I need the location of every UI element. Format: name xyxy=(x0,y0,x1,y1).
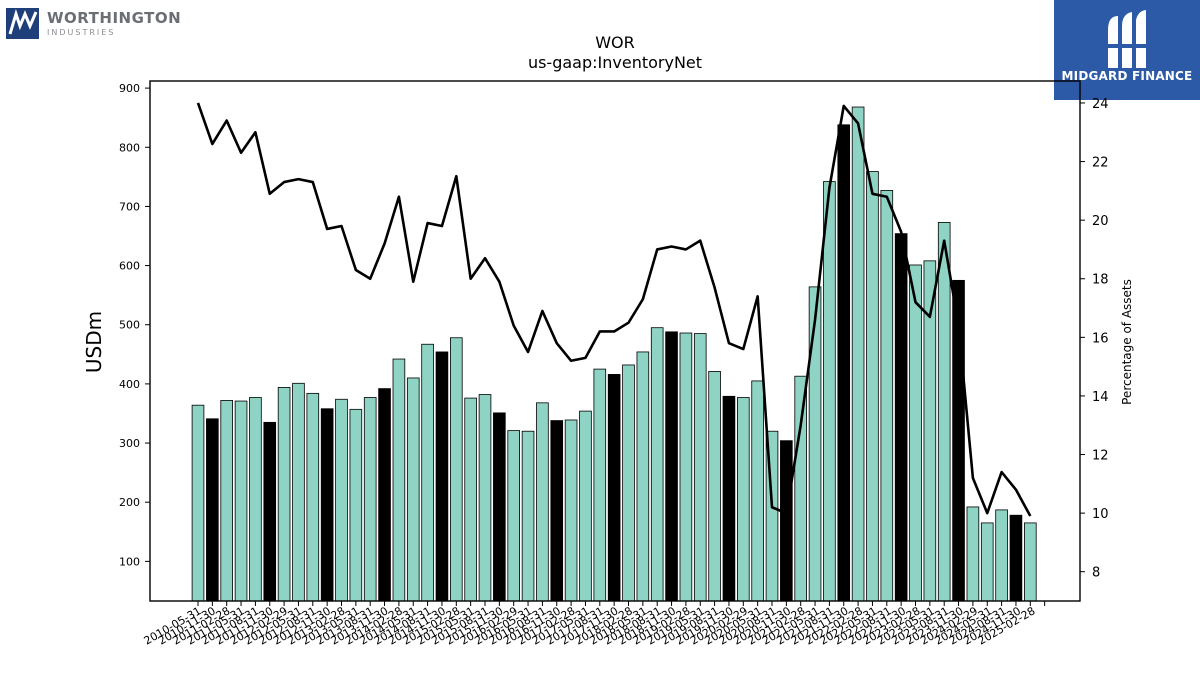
bar xyxy=(277,387,291,602)
bar xyxy=(392,358,406,602)
plot-frame xyxy=(149,80,1081,602)
bar xyxy=(335,398,348,602)
bar xyxy=(550,420,564,602)
bar xyxy=(536,402,549,602)
bar xyxy=(564,419,578,602)
bar xyxy=(191,404,205,602)
y-tick-label: 700 xyxy=(119,200,140,213)
bar xyxy=(593,368,607,602)
bar xyxy=(306,392,320,602)
bar xyxy=(349,408,363,602)
bar xyxy=(894,233,908,602)
y-right-tick-label: 12 xyxy=(1092,449,1109,464)
y-right-tick-label: 8 xyxy=(1092,566,1100,581)
line-series xyxy=(196,102,1032,517)
bar xyxy=(823,181,836,602)
y-right-tick-label: 10 xyxy=(1092,507,1109,522)
bar xyxy=(607,374,621,602)
chart-subtitle: us-gaap:InventoryNet xyxy=(528,53,702,72)
bar xyxy=(708,371,721,602)
midgard-name: MIDGARD FINANCE xyxy=(1061,69,1193,83)
bar xyxy=(234,400,248,602)
y-right-tick-label: 16 xyxy=(1092,331,1109,346)
y-axis-label: USDm xyxy=(82,311,106,373)
y-right-tick-label: 24 xyxy=(1092,97,1109,112)
percentage-line xyxy=(196,102,1032,517)
bar xyxy=(507,430,520,602)
bar xyxy=(737,397,750,602)
y-tick-label: 500 xyxy=(119,319,140,332)
midgard-finance-logo: MIDGARD FINANCE xyxy=(1054,0,1200,100)
bar xyxy=(780,440,793,602)
y-tick-label: 400 xyxy=(119,378,140,391)
bar xyxy=(363,397,377,602)
bar xyxy=(851,106,865,602)
bar xyxy=(722,395,736,602)
bar xyxy=(478,394,492,602)
midgard-m-icon xyxy=(1104,10,1150,68)
y-tick-label: 100 xyxy=(119,555,140,568)
bar xyxy=(206,418,219,602)
bar xyxy=(263,421,277,602)
y-right-tick-label: 20 xyxy=(1092,214,1109,229)
bar xyxy=(650,327,664,602)
bar-series xyxy=(191,106,1037,602)
bar xyxy=(622,364,635,602)
chart-title: WOR xyxy=(595,33,635,52)
bar xyxy=(378,388,391,602)
bar xyxy=(320,408,334,602)
bar xyxy=(679,332,693,602)
y-tick-label: 600 xyxy=(119,260,140,273)
bar xyxy=(406,377,420,602)
bar xyxy=(1024,522,1037,602)
axes: 100 200 300 400 500 600 700 800 900 8 10 12 14 16 18 20… xyxy=(119,80,1109,648)
y-tick-label: 300 xyxy=(119,437,140,450)
bar xyxy=(995,509,1008,602)
bar xyxy=(464,397,477,602)
worthington-logo: WORTHINGTON INDUSTRIES xyxy=(6,8,181,39)
bar xyxy=(292,382,305,602)
bar xyxy=(449,337,463,602)
logo-subname: INDUSTRIES xyxy=(47,27,116,37)
y-right-tick-label: 22 xyxy=(1092,156,1109,171)
bar xyxy=(980,522,994,602)
y-axis-label-right: Percentage of Assets xyxy=(1120,279,1134,405)
bar xyxy=(435,351,449,602)
bar xyxy=(693,333,707,602)
bar xyxy=(421,343,434,602)
bar xyxy=(220,400,234,602)
y-right-tick-label: 14 xyxy=(1092,390,1109,405)
bar xyxy=(665,331,678,602)
bar xyxy=(880,190,894,602)
y-tick-label: 900 xyxy=(119,82,140,95)
bar xyxy=(493,412,506,602)
bar xyxy=(937,221,951,602)
bar xyxy=(249,397,262,602)
bar xyxy=(909,264,922,602)
bar xyxy=(521,430,535,602)
worthington-w-icon xyxy=(6,8,39,39)
bar xyxy=(579,410,592,602)
y-tick-label: 800 xyxy=(119,141,140,154)
y-tick-label: 200 xyxy=(119,496,140,509)
bar xyxy=(1009,514,1023,602)
bar xyxy=(966,506,980,602)
bar xyxy=(866,171,879,602)
bar xyxy=(794,375,807,602)
bar xyxy=(636,351,650,602)
bar xyxy=(808,286,822,602)
bar xyxy=(751,380,764,602)
y-right-tick-label: 18 xyxy=(1092,273,1109,288)
logo-name: WORTHINGTON xyxy=(47,8,182,27)
bar xyxy=(837,124,851,602)
